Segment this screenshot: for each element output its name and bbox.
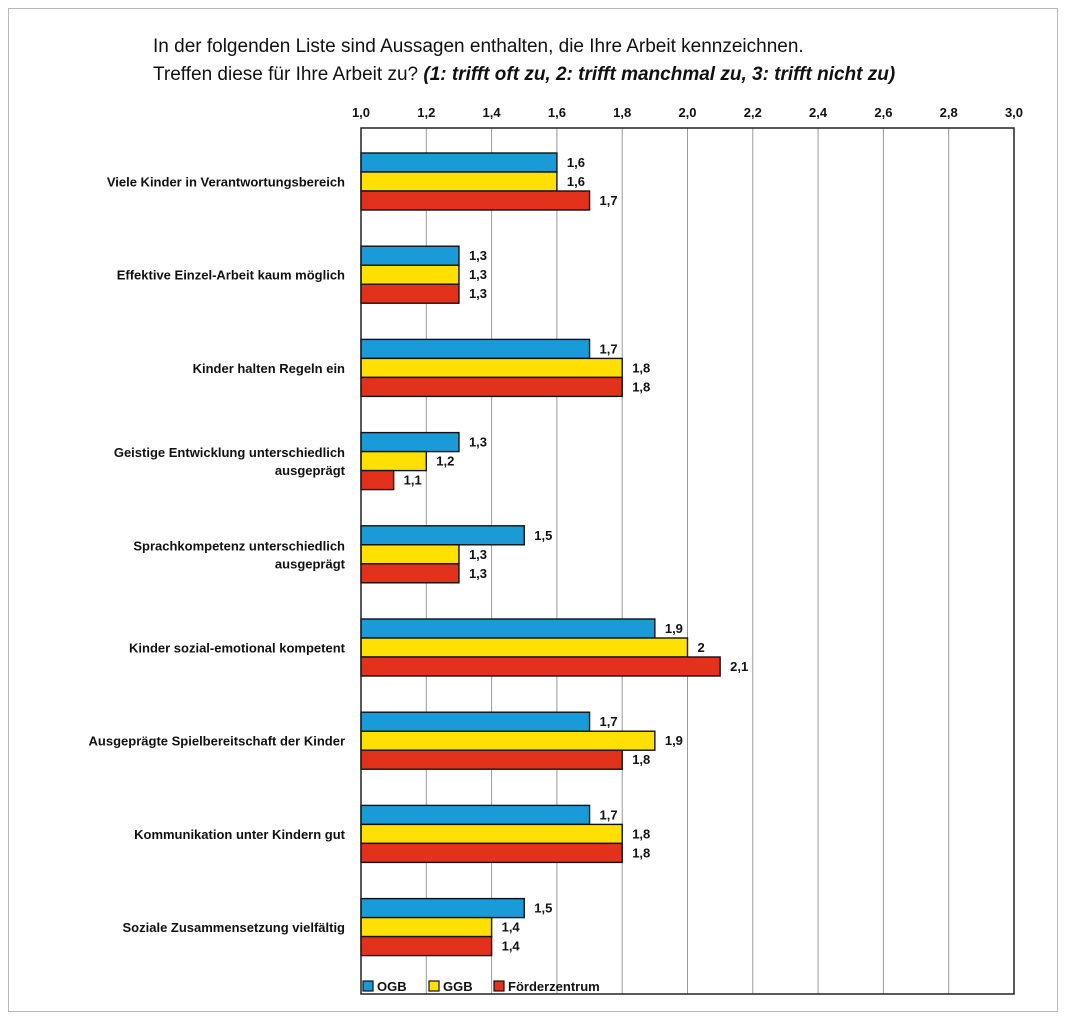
data-label: 1,6: [567, 155, 585, 170]
bar-ogb: [360, 245, 460, 266]
data-label: 1,3: [469, 566, 487, 581]
bar-ogb: [360, 431, 460, 453]
bar-f-rderzentrum: [360, 469, 395, 491]
data-label: 1,8: [632, 752, 650, 767]
data-label: 1,3: [469, 286, 487, 301]
data-label: 1,6: [567, 174, 585, 189]
data-labels: 1,6 1,6 1,7 1,3 1,3 1,3 1,7 1,8 1,8 1,3 1,2 1,1 1,5 1…: [404, 155, 749, 954]
data-label: 1,8: [632, 826, 650, 841]
data-label: 1,2: [436, 454, 454, 469]
legend-label: Förderzentrum: [508, 979, 600, 994]
chart-title-line-1: In der folgenden Liste sind Aussagen ent…: [153, 36, 804, 57]
chart-title-line-2: Treffen diese für Ihre Arbeit zu? (1: tr…: [153, 64, 895, 85]
x-tick-label: 1,4: [483, 105, 502, 120]
data-label: 1,4: [502, 920, 521, 935]
bar-f-rderzentrum: [360, 563, 460, 584]
data-label: 1,7: [600, 714, 618, 729]
bar-ggb: [360, 264, 460, 285]
category-label: ausgeprägt: [275, 463, 346, 478]
bar-ggb: [360, 823, 623, 845]
bar-ggb: [360, 916, 493, 938]
category-label: Sprachkompetenz unterschiedlich: [133, 538, 345, 553]
data-label: 1,8: [632, 845, 650, 860]
x-axis-ticks: 1,0 1,2 1,4 1,6 1,8 2,0 2,2 2,4 2,6 2,8 3,0: [352, 105, 1023, 120]
category-label: Kinder sozial-emotional kompetent: [129, 641, 346, 656]
bar-ogb: [360, 338, 591, 360]
bar-f-rderzentrum: [360, 190, 591, 211]
bar-ggb: [360, 637, 689, 658]
category-label: Kommunikation unter Kindern gut: [134, 827, 346, 842]
x-tick-label: 3,0: [1005, 105, 1023, 120]
bar-ggb: [360, 730, 656, 751]
legend-swatch: [362, 980, 374, 992]
category-label: Soziale Zusammensetzung vielfältig: [123, 920, 346, 935]
bar-ggb: [360, 450, 428, 472]
data-label: 1,4: [502, 939, 521, 954]
x-tick-label: 1,2: [417, 105, 435, 120]
category-labels: Viele Kinder in Verantwortungsbereich Eff…: [89, 175, 346, 936]
bar-f-rderzentrum: [360, 842, 623, 864]
data-label: 2: [698, 640, 705, 655]
legend-label: GGB: [443, 979, 473, 994]
legend-swatch: [493, 980, 505, 992]
bar-ogb: [360, 525, 525, 546]
data-label: 1,5: [534, 901, 552, 916]
x-tick-label: 2,0: [678, 105, 696, 120]
bar-ggb: [360, 357, 623, 379]
data-label: 1,5: [534, 528, 552, 543]
bar-f-rderzentrum: [360, 935, 493, 957]
data-label: 1,3: [469, 267, 487, 282]
data-label: 2,1: [730, 659, 748, 674]
data-label: 1,3: [469, 435, 487, 450]
category-label: Effektive Einzel-Arbeit kaum möglich: [117, 268, 345, 283]
x-tick-label: 2,6: [874, 105, 892, 120]
bar-f-rderzentrum: [360, 749, 623, 770]
bar-ogb: [360, 711, 591, 732]
data-label: 1,3: [469, 547, 487, 562]
data-label: 1,9: [665, 621, 683, 636]
data-label: 1,3: [469, 248, 487, 263]
category-label: Geistige Entwicklung unterschiedlich: [114, 445, 345, 460]
bar-ogb: [360, 618, 656, 639]
category-label: ausgeprägt: [275, 556, 346, 571]
grid-lines: [425, 128, 1015, 994]
category-label: Kinder halten Regeln ein: [193, 361, 345, 376]
bar-ogb: [360, 804, 591, 826]
data-label: 1,9: [665, 733, 683, 748]
category-label: Ausgeprägte Spielbereitschaft der Kinder: [89, 734, 345, 749]
bar-ggb: [360, 171, 558, 192]
bar-ogb: [360, 152, 558, 173]
bar-f-rderzentrum: [360, 376, 623, 398]
x-tick-label: 2,8: [940, 105, 958, 120]
data-label: 1,1: [404, 473, 422, 488]
legend: OGB GGB Förderzentrum: [362, 979, 600, 994]
plot-area-border: [360, 127, 1015, 995]
legend-swatch: [428, 980, 440, 992]
data-label: 1,8: [632, 379, 650, 394]
category-label: Viele Kinder in Verantwortungsbereich: [107, 175, 345, 190]
bars: [360, 152, 721, 957]
x-tick-label: 2,4: [809, 105, 828, 120]
legend-label: OGB: [377, 979, 407, 994]
data-label: 1,8: [632, 360, 650, 375]
x-tick-label: 2,2: [744, 105, 762, 120]
x-tick-label: 1,0: [352, 105, 370, 120]
bar-ggb: [360, 544, 460, 565]
bar-f-rderzentrum: [360, 656, 721, 677]
chart-title-line-2-text: Treffen diese für Ihre Arbeit zu?: [153, 64, 423, 85]
chart-title-line-2-scale: (1: trifft oft zu, 2: trifft manchmal zu…: [423, 64, 895, 85]
data-label: 1,7: [600, 341, 618, 356]
data-label: 1,7: [600, 807, 618, 822]
x-tick-label: 1,8: [613, 105, 631, 120]
x-tick-label: 1,6: [548, 105, 566, 120]
data-label: 1,7: [600, 193, 618, 208]
bar-ogb: [360, 897, 525, 919]
bar-f-rderzentrum: [360, 283, 460, 304]
